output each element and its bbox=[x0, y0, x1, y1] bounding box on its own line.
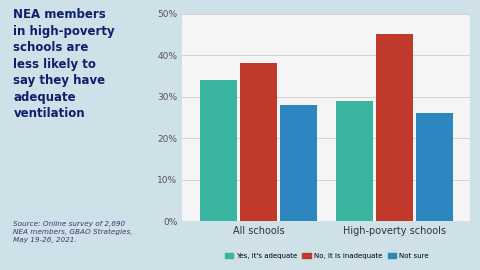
Bar bbox=[280, 105, 317, 221]
Bar bbox=[200, 80, 237, 221]
Text: Source: Online survey of 2,690
NEA members, GBAO Strategies,
May 19-26, 2021.: Source: Online survey of 2,690 NEA membe… bbox=[13, 221, 133, 243]
Bar bbox=[416, 113, 453, 221]
Legend: Yes, it's adequate, No, it is inadequate, Not sure: Yes, it's adequate, No, it is inadequate… bbox=[222, 250, 431, 262]
Bar bbox=[376, 34, 413, 221]
Bar bbox=[336, 101, 373, 221]
Bar bbox=[240, 63, 277, 221]
Text: NEA members
in high-poverty
schools are
less likely to
say they have
adequate
ve: NEA members in high-poverty schools are … bbox=[13, 8, 115, 120]
